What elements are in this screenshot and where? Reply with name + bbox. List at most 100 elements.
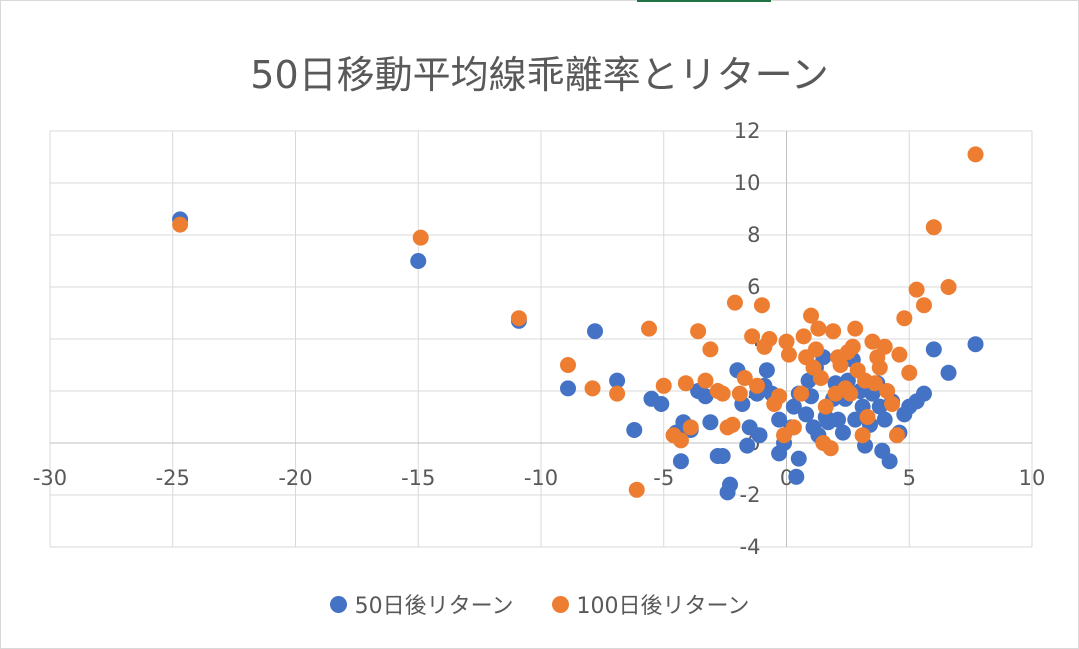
point-100-day-return — [726, 294, 743, 311]
point-100-day-return — [702, 341, 719, 358]
point-50-day-return — [790, 450, 807, 467]
point-50-day-return — [410, 253, 427, 269]
point-100-day-return — [690, 323, 707, 340]
legend-label-100: 100日後リターン — [576, 594, 750, 619]
point-100-day-return — [859, 409, 876, 425]
point-100-day-return — [761, 331, 778, 347]
point-100-day-return — [778, 333, 795, 350]
x-tick-label: -15 — [401, 466, 435, 490]
point-50-day-return — [847, 411, 864, 428]
point-50-day-return — [871, 398, 888, 415]
point-100-day-return — [854, 427, 871, 444]
point-50-day-return — [798, 406, 815, 423]
point-100-day-return — [609, 385, 626, 402]
point-100-day-return — [714, 385, 731, 402]
point-100-day-return — [866, 375, 883, 392]
point-100-day-return — [736, 370, 753, 386]
selection-accent — [637, 0, 771, 2]
point-100-day-return — [744, 328, 761, 345]
point-100-day-return — [753, 297, 770, 314]
point-100-day-return — [677, 375, 694, 392]
point-100-day-return — [812, 370, 829, 386]
point-100-day-return — [908, 281, 925, 298]
point-50-day-return — [587, 323, 604, 340]
point-50-day-return — [925, 341, 942, 358]
y-tick-label: 10 — [734, 171, 761, 195]
point-100-day-return — [771, 388, 788, 405]
point-100-day-return — [844, 338, 861, 355]
point-100-day-return — [879, 383, 896, 399]
y-tick-label: -4 — [740, 535, 761, 559]
point-50-day-return — [722, 476, 739, 493]
point-50-day-return — [697, 388, 714, 405]
x-tick-label: -20 — [278, 466, 312, 490]
x-tick-label: -30 — [33, 466, 67, 490]
point-100-day-return — [584, 380, 601, 397]
point-100-day-return — [697, 372, 714, 389]
x-tick-label: -25 — [156, 466, 190, 490]
x-tick-label: -5 — [653, 466, 674, 490]
point-100-day-return — [817, 398, 834, 415]
point-100-day-return — [940, 279, 957, 295]
point-100-day-return — [891, 346, 908, 363]
point-100-day-return — [749, 377, 766, 394]
x-tick-label: 10 — [1019, 466, 1046, 490]
legend-label-50: 50日後リターン — [354, 594, 514, 619]
point-100-day-return — [560, 357, 577, 373]
point-100-day-return — [795, 328, 812, 345]
x-tick-label: -10 — [524, 466, 558, 490]
point-100-day-return — [803, 307, 820, 324]
point-50-day-return — [967, 336, 984, 353]
point-50-day-return — [788, 468, 805, 485]
point-50-day-return — [739, 437, 756, 454]
legend-item-50: 50日後リターン — [329, 588, 514, 620]
point-100-day-return — [780, 346, 797, 363]
point-100-day-return — [641, 320, 658, 337]
point-100-day-return — [655, 377, 672, 394]
point-50-day-return — [771, 411, 788, 428]
y-tick-label: 12 — [734, 119, 761, 143]
point-50-day-return — [653, 396, 670, 412]
point-100-day-return — [842, 385, 859, 402]
legend: 50日後リターン 100日後リターン — [0, 588, 1079, 620]
point-50-day-return — [626, 422, 643, 438]
point-100-day-return — [731, 385, 748, 402]
point-100-day-return — [967, 146, 984, 163]
point-100-day-return — [793, 385, 810, 402]
point-100-day-return — [896, 310, 913, 327]
y-tick-label: 8 — [747, 223, 760, 247]
point-100-day-return — [884, 396, 901, 412]
point-100-day-return — [847, 320, 864, 337]
x-tick-label: 0 — [780, 466, 793, 490]
y-tick-label: 6 — [747, 275, 760, 299]
point-100-day-return — [871, 359, 888, 376]
y-tick-label: -2 — [740, 483, 761, 507]
legend-marker-100 — [551, 595, 569, 613]
point-100-day-return — [876, 338, 893, 355]
point-100-day-return — [901, 364, 918, 381]
point-100-day-return — [172, 216, 189, 233]
point-100-day-return — [832, 357, 849, 373]
legend-marker-50 — [329, 595, 347, 613]
point-100-day-return — [724, 416, 741, 433]
point-50-day-return — [714, 448, 731, 464]
point-100-day-return — [510, 310, 527, 327]
point-100-day-return — [825, 323, 842, 340]
point-50-day-return — [800, 372, 817, 389]
point-50-day-return — [881, 453, 898, 470]
point-50-day-return — [672, 453, 689, 470]
point-100-day-return — [785, 419, 802, 436]
point-50-day-return — [758, 362, 775, 379]
point-100-day-return — [807, 341, 824, 358]
point-50-day-return — [876, 411, 893, 428]
point-50-day-return — [702, 414, 719, 431]
point-100-day-return — [628, 481, 645, 498]
point-100-day-return — [888, 427, 905, 444]
point-100-day-return — [915, 297, 932, 314]
point-100-day-return — [925, 219, 942, 236]
point-50-day-return — [830, 411, 847, 428]
point-100-day-return — [672, 432, 689, 449]
point-50-day-return — [785, 398, 802, 415]
